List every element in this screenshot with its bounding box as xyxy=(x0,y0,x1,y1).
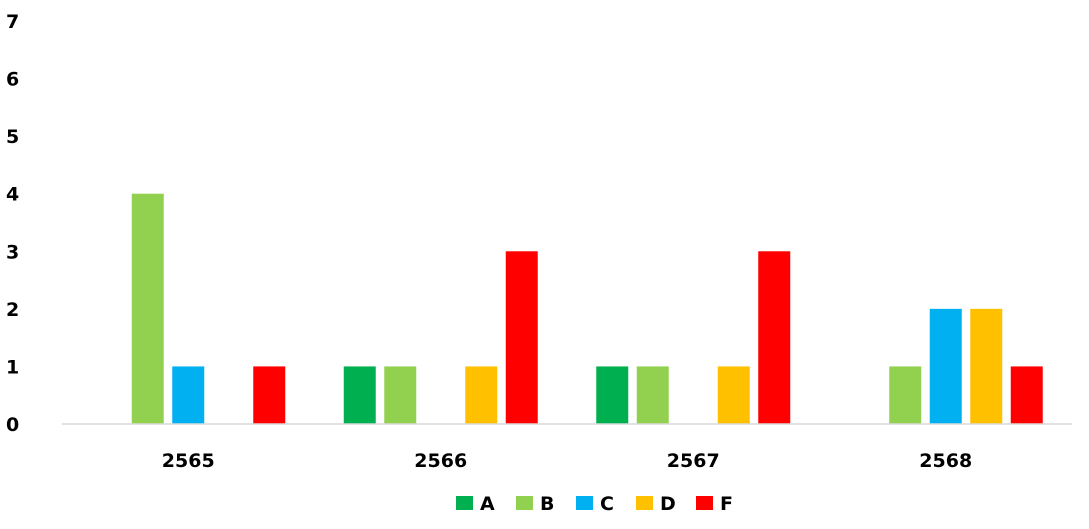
legend-swatch-d xyxy=(636,496,653,510)
y-tick-label: 3 xyxy=(6,241,19,263)
y-tick-label: 1 xyxy=(6,356,19,378)
x-tick-label: 2566 xyxy=(414,450,467,472)
legend-swatch-c xyxy=(576,496,593,510)
y-tick-label: 7 xyxy=(6,11,19,33)
bar-f-2565 xyxy=(253,366,286,424)
legend-swatch-b xyxy=(516,496,533,510)
bar-d-2566 xyxy=(465,366,498,424)
x-axis-ticks: 2565 2566 2567 2568 xyxy=(162,450,972,472)
bar-f-2566 xyxy=(505,251,538,424)
legend-swatch-a xyxy=(456,496,473,510)
legend-label-a: A xyxy=(480,493,495,515)
y-tick-label: 0 xyxy=(6,414,19,436)
bar-d-2568 xyxy=(970,308,1003,424)
bars-group xyxy=(131,193,1043,424)
bar-f-2568 xyxy=(1010,366,1043,424)
legend-label-d: D xyxy=(660,493,676,515)
bar-c-2568 xyxy=(929,308,962,424)
bar-c-2565 xyxy=(172,366,205,424)
bar-b-2566 xyxy=(384,366,417,424)
legend-swatch-f xyxy=(696,496,713,510)
y-tick-label: 4 xyxy=(6,184,19,206)
x-tick-label: 2567 xyxy=(667,450,720,472)
bar-d-2567 xyxy=(717,366,750,424)
bar-b-2567 xyxy=(636,366,669,424)
legend-label-f: F xyxy=(720,493,733,515)
y-tick-label: 2 xyxy=(6,299,19,321)
legend-label-c: C xyxy=(600,493,614,515)
bar-f-2567 xyxy=(758,251,791,424)
legend-label-b: B xyxy=(540,493,554,515)
x-tick-label: 2568 xyxy=(919,450,972,472)
bar-a-2567 xyxy=(596,366,629,424)
bar-b-2565 xyxy=(131,193,164,424)
bar-b-2568 xyxy=(889,366,922,424)
y-tick-label: 5 xyxy=(6,126,19,148)
y-axis-ticks: 0 1 2 3 4 5 6 7 xyxy=(6,11,19,436)
y-tick-label: 6 xyxy=(6,69,19,91)
bar-a-2566 xyxy=(343,366,376,424)
x-tick-label: 2565 xyxy=(162,450,215,472)
